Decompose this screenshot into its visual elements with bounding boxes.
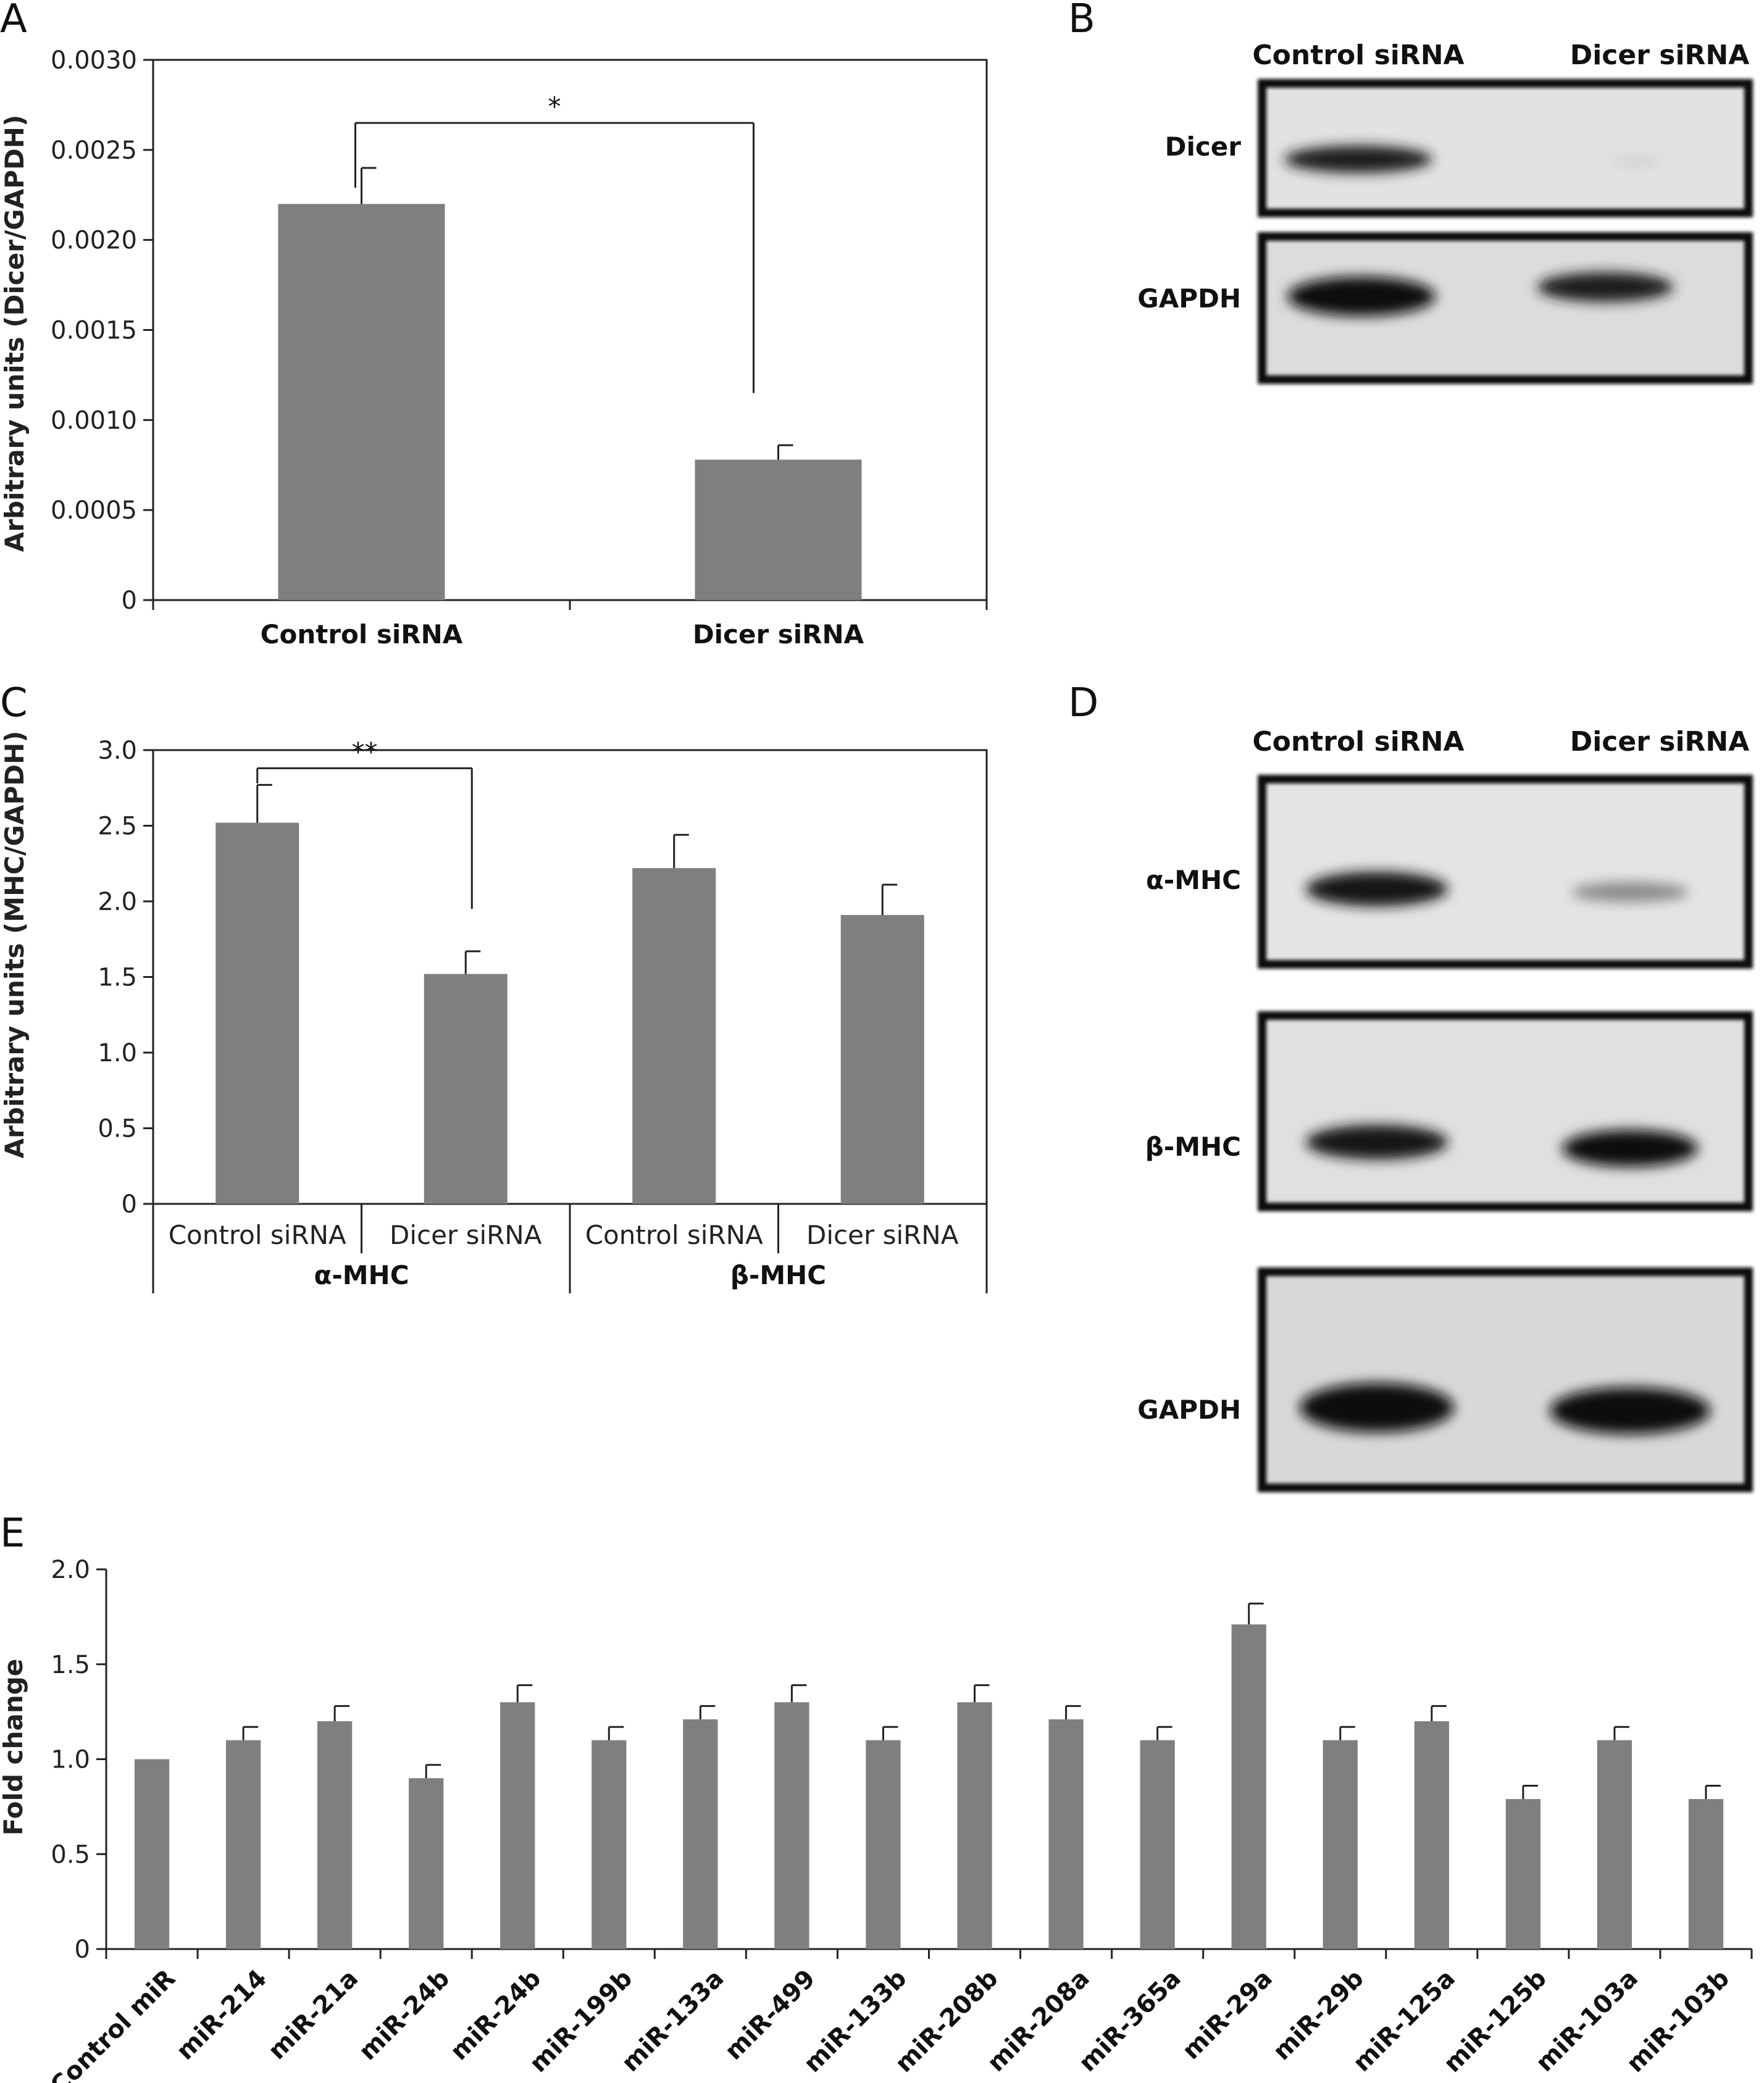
bar [225, 1740, 261, 1949]
y-tick-label: 2.0 [98, 888, 137, 916]
y-tick-label: 0.5 [98, 1115, 137, 1143]
y-tick-label: 0.5 [51, 1840, 90, 1869]
blot-b-lane-1: Control siRNA [1252, 40, 1464, 71]
gapdh-band-b-control [1287, 277, 1436, 316]
panel-letter-b: B [1068, 0, 1095, 42]
blot-d-row-alpha-mhc: α-MHC [1146, 865, 1241, 895]
western-blot-d: Control siRNA Dicer siRNA α-MHC β-MHC GA… [1137, 726, 1753, 1492]
bar [957, 1702, 992, 1949]
x-category-label: Dicer siRNA [693, 619, 864, 649]
significance-marker: * [548, 91, 561, 122]
beta-mhc-band-knockdown [1562, 1130, 1698, 1167]
bar [1414, 1721, 1449, 1949]
panel-letter-d: D [1068, 680, 1098, 726]
y-tick-label: 3.0 [98, 737, 137, 765]
y-tick-label: 0.0015 [51, 317, 137, 345]
x-category-label: Control siRNA [169, 1220, 346, 1250]
bar [632, 868, 716, 1204]
chart-a: Arbitrary units (Dicer/GAPDH) 0 0.0005 0.0… [0, 46, 988, 649]
blot-d-row-beta-mhc: β-MHC [1145, 1132, 1241, 1162]
panel-letter-e: E [0, 1511, 25, 1556]
x-category-label: miR-21a [263, 1964, 364, 2066]
x-category-label: Control miR [45, 1964, 181, 2083]
bar [840, 915, 924, 1204]
panel-letter-c: C [0, 680, 28, 726]
bar [500, 1702, 535, 1949]
x-group-label: α-MHC [314, 1260, 409, 1290]
bar [409, 1778, 444, 1949]
dicer-band-knockdown [1611, 157, 1661, 167]
y-tick-label: 0.0005 [51, 496, 137, 525]
bar [278, 204, 445, 600]
chart-a-ylabel: Arbitrary units (Dicer/GAPDH) [0, 115, 30, 552]
blot-d-lane-2: Dicer siRNA [1570, 726, 1750, 758]
bar [774, 1702, 809, 1949]
x-category-label: miR-214 [171, 1964, 272, 2066]
bar [1323, 1740, 1358, 1949]
x-category-label: Control siRNA [585, 1220, 763, 1250]
bar [1048, 1719, 1084, 1949]
bar [1140, 1740, 1175, 1949]
x-group-label: β-MHC [730, 1260, 826, 1290]
bar [591, 1740, 627, 1949]
y-tick-label: 0.0020 [51, 227, 137, 255]
chart-c: Arbitrary units (MHC/GAPDH) 0 0.5 1.0 1.5 2.… [0, 731, 988, 1293]
beta-mhc-band-control [1306, 1125, 1448, 1159]
bar [695, 459, 862, 600]
bar [866, 1740, 901, 1949]
y-tick-label: 0.0010 [51, 406, 137, 435]
y-tick-label: 2.0 [51, 1556, 90, 1584]
chart-c-ylabel: Arbitrary units (MHC/GAPDH) [0, 731, 30, 1159]
alpha-mhc-band-control [1306, 872, 1448, 906]
blot-b-row-dicer: Dicer [1165, 131, 1242, 162]
gapdh-band-b-knockdown [1537, 272, 1673, 302]
y-tick-label: 0 [122, 586, 137, 615]
significance-marker: ** [352, 737, 378, 767]
dicer-band-control [1284, 146, 1432, 173]
bar [1231, 1624, 1266, 1949]
y-tick-label: 0.0025 [51, 136, 137, 165]
gapdh-band-d-knockdown [1550, 1387, 1710, 1434]
bar [424, 974, 508, 1204]
y-tick-label: 0 [75, 1935, 90, 1964]
panel-letter-a: A [0, 0, 27, 42]
blot-d-lane-1: Control siRNA [1252, 726, 1464, 758]
chart-e-ylabel: Fold change [0, 1659, 28, 1836]
blot-b-lane-2: Dicer siRNA [1570, 40, 1750, 71]
y-tick-label: 1.0 [98, 1039, 137, 1067]
bar [1597, 1740, 1632, 1949]
bar [683, 1719, 718, 1949]
blot-b-row-gapdh: GAPDH [1137, 283, 1241, 314]
y-tick-label: 1.0 [51, 1746, 90, 1774]
y-tick-label: 1.5 [51, 1651, 90, 1679]
bar [134, 1759, 170, 1949]
blot-d-row-gapdh: GAPDH [1137, 1395, 1241, 1425]
bar [1505, 1799, 1540, 1949]
gapdh-band-d-control [1300, 1383, 1454, 1432]
x-category-label: Dicer siRNA [806, 1220, 959, 1250]
western-blot-b: Control siRNA Dicer siRNA Dicer GAPDH [1137, 40, 1753, 384]
y-tick-label: 2.5 [98, 812, 137, 841]
x-category-label: miR-29a [1177, 1964, 1278, 2066]
x-category-label: Dicer siRNA [390, 1220, 542, 1250]
y-tick-label: 0.0030 [51, 46, 137, 75]
x-category-label: Control siRNA [261, 619, 463, 649]
bar [317, 1721, 353, 1949]
y-tick-label: 1.5 [98, 964, 137, 992]
bar [1688, 1799, 1724, 1949]
alpha-mhc-band-knockdown [1571, 882, 1689, 902]
y-tick-label: 0 [122, 1190, 137, 1219]
x-category-label: miR-24b [353, 1964, 455, 2066]
bar [215, 822, 299, 1204]
